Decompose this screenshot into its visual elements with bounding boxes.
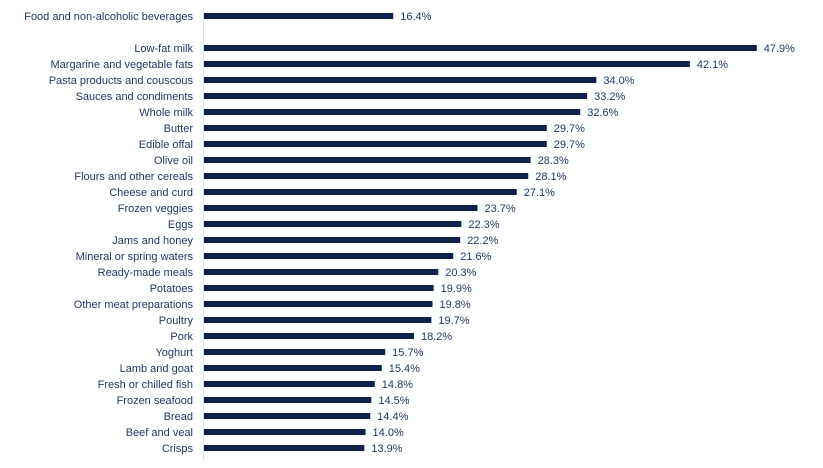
bar-18	[204, 317, 432, 323]
category-label-13: Jams and honey	[112, 235, 193, 247]
category-label-1: Low-fat milk	[134, 43, 193, 55]
bar-17	[204, 301, 433, 307]
data-label-9: 28.1%	[535, 171, 566, 183]
data-label-23: 14.5%	[378, 395, 409, 407]
data-label-24: 14.4%	[377, 411, 408, 423]
category-label-23: Frozen seafood	[117, 395, 193, 407]
category-label-22: Fresh or chilled fish	[98, 379, 193, 391]
category-label-3: Pasta products and couscous	[49, 75, 194, 87]
bar-10	[204, 189, 517, 195]
bar-summary	[204, 13, 394, 19]
data-label-6: 29.7%	[554, 123, 585, 135]
bar-1	[204, 45, 757, 51]
bar-3	[204, 77, 597, 83]
category-label-25: Beef and veal	[126, 427, 193, 439]
bar-16	[204, 285, 434, 291]
category-label-summary: Food and non-alcoholic beverages	[24, 11, 193, 23]
category-label-4: Sauces and condiments	[76, 91, 194, 103]
bar-15	[204, 269, 439, 275]
category-label-17: Other meat preparations	[74, 299, 194, 311]
data-label-20: 15.7%	[392, 347, 423, 359]
data-label-19: 18.2%	[421, 331, 452, 343]
bar-22	[204, 381, 375, 387]
bar-2	[204, 61, 690, 67]
data-label-4: 33.2%	[594, 91, 625, 103]
category-label-21: Lamb and goat	[120, 363, 193, 375]
data-label-26: 13.9%	[371, 443, 402, 455]
data-label-summary: 16.4%	[400, 11, 431, 23]
data-label-12: 22.3%	[468, 219, 499, 231]
category-label-7: Edible offal	[139, 139, 193, 151]
data-label-17: 19.8%	[439, 299, 470, 311]
bar-24	[204, 413, 371, 419]
category-label-9: Flours and other cereals	[74, 171, 193, 183]
bar-25	[204, 429, 366, 435]
bar-26	[204, 445, 365, 451]
category-label-10: Cheese and curd	[109, 187, 193, 199]
data-label-10: 27.1%	[524, 187, 555, 199]
category-label-16: Potatoes	[150, 283, 194, 295]
data-label-18: 19.7%	[438, 315, 469, 327]
category-label-24: Bread	[164, 411, 193, 423]
category-label-8: Olive oil	[154, 155, 193, 167]
data-label-25: 14.0%	[373, 427, 404, 439]
bar-6	[204, 125, 547, 131]
bar-7	[204, 141, 547, 147]
data-label-5: 32.6%	[587, 107, 618, 119]
data-label-14: 21.6%	[460, 251, 491, 263]
data-label-16: 19.9%	[441, 283, 472, 295]
data-label-7: 29.7%	[554, 139, 585, 151]
data-label-11: 23.7%	[484, 203, 515, 215]
bar-12	[204, 221, 462, 227]
category-label-18: Poultry	[159, 315, 194, 327]
data-label-22: 14.8%	[382, 379, 413, 391]
category-label-14: Mineral or spring waters	[76, 251, 194, 263]
category-label-12: Eggs	[168, 219, 194, 231]
data-label-2: 42.1%	[697, 59, 728, 71]
category-label-20: Yoghurt	[155, 347, 193, 359]
data-label-8: 28.3%	[538, 155, 569, 167]
category-label-15: Ready-made meals	[98, 267, 194, 279]
category-label-19: Pork	[170, 331, 193, 343]
category-label-5: Whole milk	[139, 107, 193, 119]
bar-9	[204, 173, 529, 179]
data-label-13: 22.2%	[467, 235, 498, 247]
bar-11	[204, 205, 478, 211]
bar-13	[204, 237, 461, 243]
bar-19	[204, 333, 415, 339]
category-label-6: Butter	[164, 123, 194, 135]
bar-5	[204, 109, 581, 115]
bar-14	[204, 253, 454, 259]
data-label-15: 20.3%	[445, 267, 476, 279]
category-label-11: Frozen veggies	[118, 203, 194, 215]
bar-4	[204, 93, 588, 99]
category-label-2: Margarine and vegetable fats	[51, 59, 194, 71]
bar-8	[204, 157, 531, 163]
data-label-21: 15.4%	[389, 363, 420, 375]
data-label-3: 34.0%	[603, 75, 634, 87]
bar-20	[204, 349, 386, 355]
data-label-1: 47.9%	[764, 43, 795, 55]
category-label-26: Crisps	[162, 443, 194, 455]
bars-layer: Food and non-alcoholic beverages 16.4% Low…	[24, 11, 795, 455]
bar-23	[204, 397, 372, 403]
bar-21	[204, 365, 382, 371]
